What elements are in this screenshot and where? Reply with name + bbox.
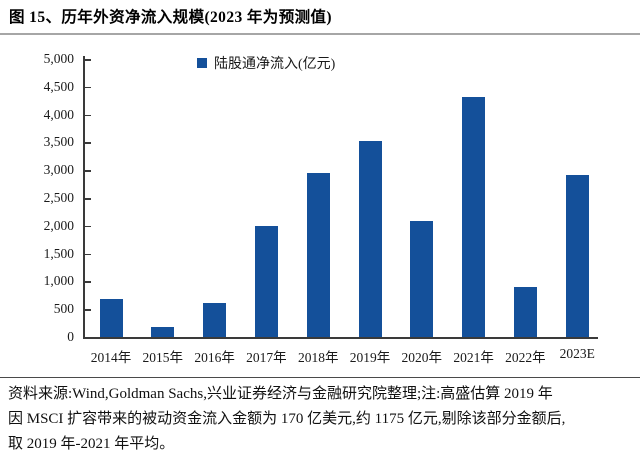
- source-note-line: 资料来源:Wind,Goldman Sachs,兴业证券经济与金融研究院整理;注…: [8, 386, 553, 402]
- x-axis-tick-label: 2021年: [453, 350, 494, 365]
- bar-2015年: [151, 326, 175, 337]
- y-axis-tick-label: 3,500: [43, 134, 74, 150]
- figure-title: 图 15、历年外资净流入规模(2023 年为预测值): [9, 9, 332, 26]
- legend-square-icon: [197, 58, 207, 68]
- x-axis-tick-label: 2020年: [401, 350, 443, 365]
- y-axis-tick-label: 3,000: [43, 162, 74, 178]
- x-axis-tick-label: 2019年: [349, 350, 391, 365]
- legend-label: 陆股通净流入(亿元): [214, 57, 336, 72]
- y-axis-tick-label: 2,500: [43, 190, 74, 205]
- y-axis-tick: [85, 281, 91, 283]
- y-axis-tick-label: 1,000: [43, 273, 74, 289]
- y-axis-tick: [85, 142, 91, 144]
- y-axis-tick: [85, 225, 91, 228]
- y-axis-tick: [85, 170, 91, 172]
- y-axis-tick: [85, 309, 91, 311]
- bar-2022年: [513, 286, 537, 337]
- footer-divider: [0, 377, 640, 378]
- x-axis-tick-label: 2018年: [297, 350, 339, 365]
- x-axis-tick-label: 2015年: [142, 350, 184, 365]
- x-axis-tick-label: 2016年: [194, 350, 235, 365]
- bar-2018年: [306, 173, 330, 337]
- y-axis-line: [83, 56, 85, 338]
- bar-2021年: [462, 96, 486, 337]
- x-axis-tick-label: 2022年: [505, 350, 546, 365]
- y-axis-tick-label: 500: [53, 301, 74, 317]
- y-axis-tick-label: 0: [67, 329, 74, 344]
- bar-2017年: [254, 225, 278, 337]
- chart-legend: 陆股通净流入(亿元): [197, 53, 335, 73]
- y-axis-tick: [85, 253, 91, 256]
- y-axis-tick-label: 1,500: [43, 245, 74, 261]
- y-axis-tick: [85, 198, 91, 200]
- bar-2019年: [358, 141, 382, 337]
- y-axis-tick: [85, 59, 91, 61]
- y-axis-tick-label: 4,000: [43, 106, 74, 122]
- y-axis-tick: [85, 86, 91, 89]
- y-axis-tick-label: 2,000: [43, 217, 74, 233]
- source-note-line: 因 MSCI 扩容带来的被动资金流入金额为 170 亿美元,约 1175 亿元,…: [8, 411, 566, 427]
- bar-2020年: [410, 220, 434, 337]
- title-divider: [0, 33, 640, 35]
- source-note: 资料来源:Wind,Goldman Sachs,兴业证券经济与金融研究院整理;注…: [8, 382, 636, 457]
- x-axis-tick-label: 2017年: [246, 350, 287, 365]
- x-axis-line: [83, 337, 598, 339]
- y-axis-tick: [85, 114, 91, 117]
- bar-2016年: [203, 303, 227, 337]
- bar-2023E: [565, 174, 589, 337]
- source-note-line: 取 2019 年-2021 年平均。: [8, 436, 175, 452]
- bar-2014年: [99, 298, 123, 337]
- x-axis-tick-label: 2014年: [90, 350, 132, 365]
- x-axis-tick-label: 2023E: [559, 346, 595, 361]
- y-axis-tick-label: 5,000: [43, 51, 74, 66]
- y-axis-tick-label: 4,500: [43, 78, 74, 94]
